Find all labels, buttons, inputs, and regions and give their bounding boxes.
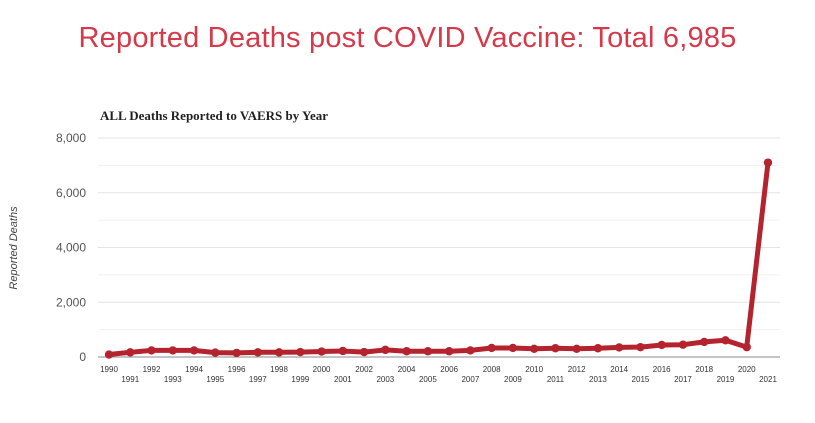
data-point [614, 343, 624, 352]
x-tick-label: 1991 [121, 375, 139, 384]
x-tick-label: 2007 [461, 375, 479, 384]
data-point [359, 347, 369, 357]
data-point [636, 342, 645, 352]
x-tick-label: 2003 [376, 375, 394, 384]
x-tick-label: 2008 [483, 365, 501, 374]
y-tick-label: 6,000 [56, 186, 86, 200]
data-point [763, 158, 773, 167]
page-headline: Reported Deaths post COVID Vaccine: Tota… [78, 22, 737, 54]
x-tick-label: 2020 [738, 365, 756, 374]
data-point [232, 348, 241, 358]
y-axis-ticks: 0 2,000 4,000 6,000 8,000 [56, 131, 86, 364]
x-tick-label: 2019 [717, 375, 735, 384]
x-tick-label: 2015 [632, 375, 650, 384]
data-point [678, 340, 688, 349]
y-tick-label: 8,000 [56, 131, 86, 145]
series-layer [104, 158, 773, 359]
data-point [742, 342, 751, 352]
data-point [253, 348, 263, 357]
data-point [444, 347, 454, 356]
x-tick-label: 2001 [334, 375, 352, 384]
data-point [381, 345, 390, 355]
x-tick-label: 2000 [313, 365, 331, 374]
data-point [211, 348, 220, 357]
x-tick-label: 2002 [355, 365, 373, 374]
x-tick-label: 2014 [610, 365, 628, 374]
x-tick-label: 2011 [547, 375, 565, 384]
data-point [508, 343, 518, 353]
data-point [104, 350, 114, 359]
x-tick-label: 1996 [228, 365, 246, 374]
data-point [700, 337, 709, 347]
data-point [168, 346, 177, 355]
x-tick-label: 2021 [759, 375, 777, 384]
y-tick-label: 4,000 [56, 241, 86, 255]
x-tick-label: 2013 [589, 375, 607, 384]
data-point [466, 346, 475, 355]
data-point [338, 346, 348, 356]
data-point [423, 347, 433, 356]
x-tick-label: 2018 [695, 365, 713, 374]
y-axis-label: Reported Deaths [8, 206, 20, 290]
x-tick-label: 1992 [143, 365, 161, 374]
grid-lines [98, 137, 780, 331]
data-point [593, 344, 603, 353]
data-point [487, 343, 496, 353]
x-tick-label: 1994 [185, 365, 203, 374]
data-point [296, 347, 305, 357]
x-tick-label: 2010 [525, 365, 543, 374]
x-tick-label: 2006 [440, 365, 458, 374]
x-tick-label: 1999 [291, 375, 309, 384]
x-tick-label: 1995 [206, 375, 224, 384]
data-point [126, 348, 135, 357]
series-line [106, 160, 771, 357]
x-tick-label: 2017 [674, 375, 692, 384]
data-point [402, 347, 411, 356]
x-tick-label: 1993 [164, 375, 182, 384]
x-tick-label: 1990 [100, 365, 118, 374]
x-tick-label: 2005 [419, 375, 437, 384]
x-tick-label: 2016 [653, 365, 671, 374]
x-tick-label: 2004 [398, 365, 416, 374]
data-point [274, 348, 284, 357]
y-tick-label: 0 [79, 350, 86, 364]
x-tick-label: 2012 [568, 365, 586, 374]
data-point [529, 344, 539, 353]
data-point [551, 344, 560, 353]
chart-title: ALL Deaths Reported to VAERS by Year [100, 108, 328, 123]
data-point [147, 346, 156, 355]
x-tick-label: 2009 [504, 375, 522, 384]
data-point [721, 336, 730, 345]
x-tick-label: 1998 [270, 365, 288, 374]
x-tick-label: 1997 [249, 375, 267, 384]
y-tick-label: 2,000 [56, 295, 86, 309]
data-point [317, 347, 326, 356]
data-point [657, 340, 666, 350]
data-point [572, 344, 581, 353]
data-point [189, 346, 199, 355]
